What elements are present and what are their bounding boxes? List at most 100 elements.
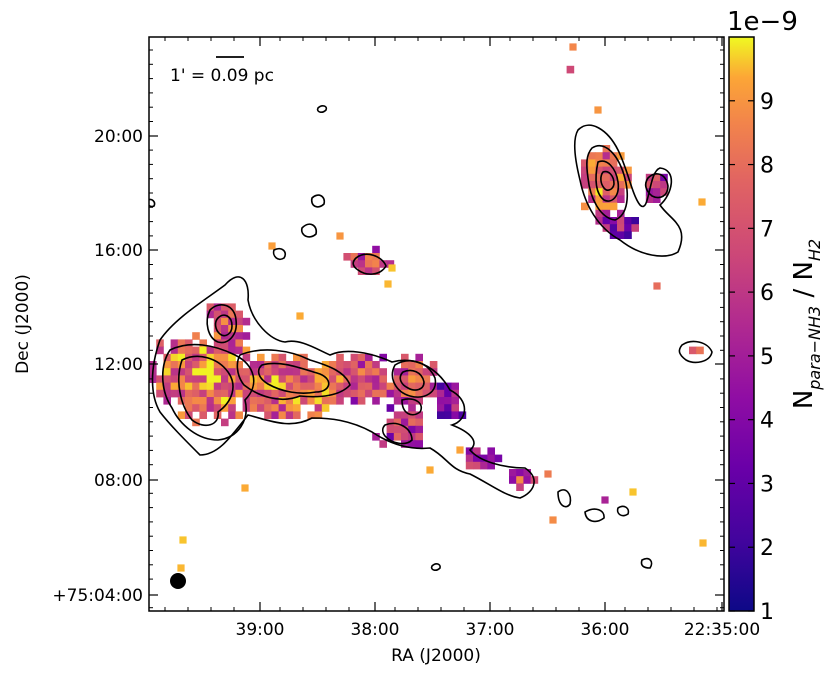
heatmap-pixel [602, 224, 611, 232]
heatmap-pixel [624, 224, 632, 232]
heatmap-pixel [379, 389, 387, 398]
heatmap-pixel [437, 397, 445, 405]
heatmap-pixel [350, 253, 359, 261]
heatmap-pixel [336, 353, 344, 362]
heatmap-pixel [242, 317, 251, 326]
heatmap-pixel [199, 404, 207, 412]
heatmap-pixel [221, 353, 229, 362]
heatmap-pixel [257, 404, 265, 412]
heatmap-pixel [278, 368, 287, 376]
heatmap-pixel [415, 361, 423, 369]
heatmap-pixel [307, 389, 315, 398]
heatmap-pixel [192, 389, 200, 398]
heatmap-pixel [595, 217, 603, 225]
heatmap-pixel [388, 264, 396, 272]
heatmap-pixel [422, 389, 431, 398]
heatmap-pixel [451, 411, 459, 419]
colorbar-label: Npara−NH3 / NH2 [789, 239, 824, 409]
heatmap-pixel [595, 159, 603, 167]
heatmap-pixel [170, 361, 179, 369]
heatmap-pixel [221, 404, 229, 412]
contour-line [399, 369, 425, 391]
heatmap-pixel [235, 310, 243, 319]
heatmap-pixel [221, 397, 229, 405]
heatmap-pixel [228, 382, 236, 391]
heatmap-pixel [307, 375, 315, 383]
heatmap-pixel [206, 382, 215, 391]
heatmap-pixel [321, 375, 330, 383]
heatmap-pixel [451, 397, 459, 405]
contour-line [401, 398, 422, 416]
heatmap-pixel [213, 332, 222, 340]
heatmap-pixel [177, 346, 186, 355]
heatmap-pixel [588, 152, 596, 160]
heatmap-pixel [264, 382, 272, 391]
heatmap-pixel [177, 368, 186, 376]
heatmap-pixel [386, 404, 395, 412]
heatmap-pixel [221, 382, 229, 391]
heatmap-pixel [357, 267, 366, 275]
heatmap-pixel [386, 418, 395, 427]
heatmap-pixel [509, 469, 517, 477]
heatmap-pixel [372, 267, 380, 275]
heatmap-pixel [177, 389, 186, 398]
heatmap-pixel [206, 375, 215, 383]
heatmap-pixel [415, 382, 423, 391]
contour-line [586, 145, 629, 221]
contour-line [352, 253, 387, 275]
heatmap-pixel [617, 188, 625, 196]
heatmap-pixel [372, 397, 380, 405]
heatmap-pixel [487, 447, 495, 455]
heatmap-pixel [192, 346, 200, 355]
colorbar-tick-label: 2 [760, 536, 774, 561]
heatmap-pixel [429, 368, 438, 376]
heatmap-pixel [393, 389, 402, 398]
heatmap-pixel [307, 411, 315, 419]
heatmap-pixel [278, 411, 287, 419]
heatmap-pixel [206, 368, 215, 376]
heatmap-pixel [185, 382, 193, 391]
heatmap-pixel [566, 65, 575, 74]
heatmap-pixel [278, 353, 287, 362]
heatmap-pixel [213, 397, 222, 405]
heatmap-pixel [386, 433, 395, 441]
heatmap-pixel [199, 397, 207, 405]
heatmap-pixel [350, 389, 359, 398]
contour-line [557, 489, 572, 508]
heatmap-pixel [393, 433, 402, 441]
heatmap-pixel [444, 397, 452, 405]
heatmap-pixel [314, 397, 323, 405]
heatmap-pixel [271, 397, 279, 405]
heatmap-pixel [393, 418, 402, 427]
heatmap-pixel [653, 188, 661, 196]
colorbar-tick-label: 1 [760, 600, 774, 625]
heatmap-pixel [609, 202, 618, 211]
contour-line [381, 422, 413, 445]
heatmap-pixel [199, 361, 207, 369]
heatmap-pixel [660, 188, 668, 196]
heatmap-pixel [156, 389, 164, 398]
heatmap-pixel [415, 368, 423, 376]
heatmap-pixel [609, 152, 618, 160]
contour-line [678, 340, 713, 364]
heatmap-pixel [206, 397, 215, 405]
heatmap-pixel [602, 209, 611, 218]
contour-line [584, 508, 605, 523]
heatmap-pixel [408, 368, 416, 376]
heatmap-pixel [285, 411, 294, 419]
heatmap-pixel [235, 375, 243, 383]
heatmap-pixel [235, 325, 243, 333]
heatmap-pixel [314, 389, 323, 398]
heatmap-pixel [350, 375, 359, 383]
heatmap-pixel [401, 433, 409, 441]
heatmap-pixel [343, 368, 351, 376]
heatmap-pixel [185, 389, 193, 398]
heatmap-pixel [336, 232, 344, 240]
heatmap-pixel [257, 361, 265, 369]
heatmap-pixel [271, 411, 279, 419]
heatmap-pixel [300, 368, 308, 376]
heatmap-pixel [221, 368, 229, 376]
heatmap-pixel [343, 253, 351, 261]
heatmap-pixel [293, 411, 301, 419]
heatmap-pixel [192, 375, 200, 383]
